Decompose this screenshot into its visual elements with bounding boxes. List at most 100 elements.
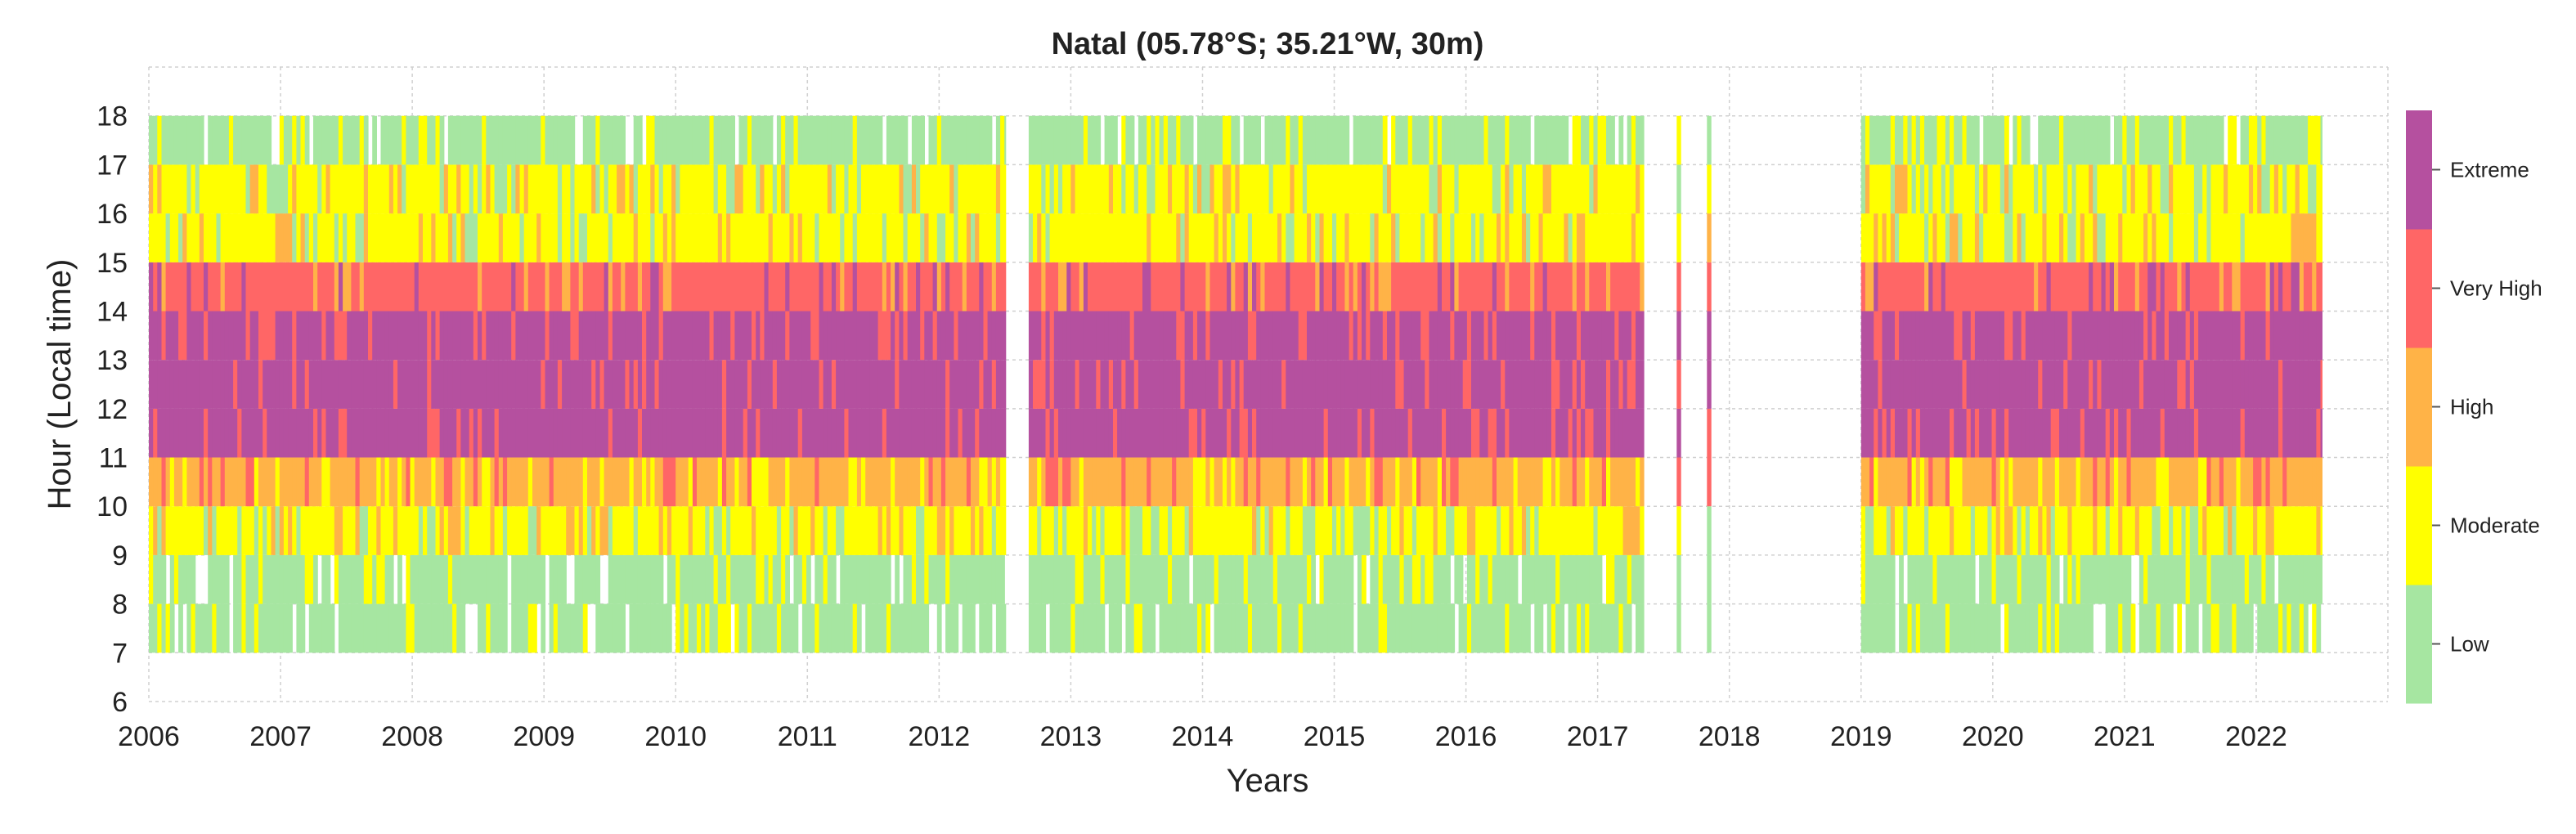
heatmap-cell <box>2182 506 2187 555</box>
heatmap-cell <box>444 604 449 653</box>
heatmap-cell <box>1320 164 1325 213</box>
heatmap-cell <box>1189 506 1194 555</box>
heatmap-cell <box>2228 262 2233 312</box>
heatmap-cell <box>1391 262 1396 312</box>
heatmap-cell <box>444 555 449 604</box>
heatmap-cell <box>675 116 680 165</box>
heatmap-cell <box>229 506 234 555</box>
heatmap-cell <box>368 164 373 213</box>
heatmap-cell <box>954 506 958 555</box>
heatmap-cell <box>1109 458 1114 507</box>
heatmap-cell <box>667 604 672 653</box>
heatmap-cell <box>1707 458 1711 507</box>
heatmap-cell <box>2161 213 2165 262</box>
heatmap-cell <box>912 213 917 262</box>
heatmap-cell <box>2004 604 2009 653</box>
heatmap-cell <box>2274 262 2279 312</box>
heatmap-cell <box>2270 312 2275 361</box>
heatmap-cell <box>1336 555 1341 604</box>
heatmap-cell <box>2067 213 2072 262</box>
heatmap-cell <box>2047 555 2052 604</box>
heatmap-cell <box>1950 116 1954 165</box>
heatmap-cell <box>1891 116 1896 165</box>
heatmap-cell <box>734 458 739 507</box>
heatmap-cell <box>604 506 609 555</box>
heatmap-cell <box>840 213 845 262</box>
heatmap-cell <box>2312 604 2317 653</box>
heatmap-cell <box>844 506 849 555</box>
heatmap-cell <box>1420 458 1425 507</box>
heatmap-cell <box>2076 506 2081 555</box>
heatmap-cell <box>1573 604 1577 653</box>
heatmap-cell <box>1463 312 1468 361</box>
heatmap-cell <box>301 262 306 312</box>
heatmap-cell <box>824 604 828 653</box>
heatmap-cell <box>2114 213 2119 262</box>
heatmap-cell <box>1046 555 1051 604</box>
heatmap-cell <box>2085 312 2089 361</box>
heatmap-cell <box>237 555 242 604</box>
heatmap-cell <box>1395 213 1400 262</box>
heatmap-cell <box>1518 506 1523 555</box>
heatmap-cell <box>1340 555 1345 604</box>
heatmap-cell <box>1636 604 1640 653</box>
heatmap-cell <box>2321 555 2323 604</box>
heatmap-cell <box>1252 506 1257 555</box>
heatmap-cell <box>752 213 756 262</box>
heatmap-cell <box>891 164 895 213</box>
heatmap-cell <box>263 409 267 458</box>
heatmap-cell <box>2000 213 2005 262</box>
heatmap-cell <box>1130 262 1135 312</box>
heatmap-cell <box>1328 555 1333 604</box>
heatmap-cell <box>2194 604 2199 653</box>
heatmap-cell <box>1214 213 1219 262</box>
heatmap-cell <box>1530 458 1535 507</box>
heatmap-cell <box>1450 213 1455 262</box>
heatmap-cell <box>1265 604 1270 653</box>
heatmap-cell <box>520 213 525 262</box>
heatmap-cell <box>178 164 183 213</box>
heatmap-cell <box>828 604 832 653</box>
heatmap-cell <box>309 360 314 409</box>
heatmap-cell <box>1543 213 1548 262</box>
heatmap-cell <box>2017 116 2022 165</box>
heatmap-cell <box>1156 409 1160 458</box>
heatmap-cell <box>566 312 571 361</box>
heatmap-cell <box>2287 262 2291 312</box>
heatmap-cell <box>1916 458 1921 507</box>
heatmap-cell <box>1551 604 1556 653</box>
heatmap-cell <box>1869 262 1874 312</box>
heatmap-cell <box>1568 360 1573 409</box>
heatmap-cell <box>1109 312 1114 361</box>
heatmap-cell <box>929 116 934 165</box>
heatmap-cell <box>473 360 478 409</box>
heatmap-cell <box>356 262 361 312</box>
heatmap-cell <box>642 604 647 653</box>
heatmap-cell <box>1185 555 1190 604</box>
heatmap-cell <box>153 506 158 555</box>
heatmap-cell <box>785 555 790 604</box>
heatmap-cell <box>1058 213 1063 262</box>
heatmap-cell <box>1627 116 1632 165</box>
heatmap-cell <box>954 458 958 507</box>
heatmap-cell <box>237 458 242 507</box>
heatmap-cell <box>1920 458 1925 507</box>
heatmap-cell <box>402 116 406 165</box>
heatmap-cell <box>874 506 879 555</box>
heatmap-cell <box>604 164 609 213</box>
heatmap-cell <box>246 604 251 653</box>
heatmap-cell <box>591 262 596 312</box>
heatmap-cell <box>1062 116 1067 165</box>
heatmap-cell <box>1450 604 1455 653</box>
heatmap-cell <box>730 116 735 165</box>
heatmap-cell <box>1375 116 1380 165</box>
heatmap-cell <box>1501 506 1506 555</box>
heatmap-cell <box>781 506 786 555</box>
heatmap-cell <box>730 360 735 409</box>
heatmap-cell <box>1379 409 1384 458</box>
heatmap-cell <box>1210 164 1215 213</box>
heatmap-cell <box>317 116 322 165</box>
heatmap-cell <box>465 262 470 312</box>
heatmap-cell <box>1908 213 1913 262</box>
heatmap-cell <box>1269 409 1274 458</box>
